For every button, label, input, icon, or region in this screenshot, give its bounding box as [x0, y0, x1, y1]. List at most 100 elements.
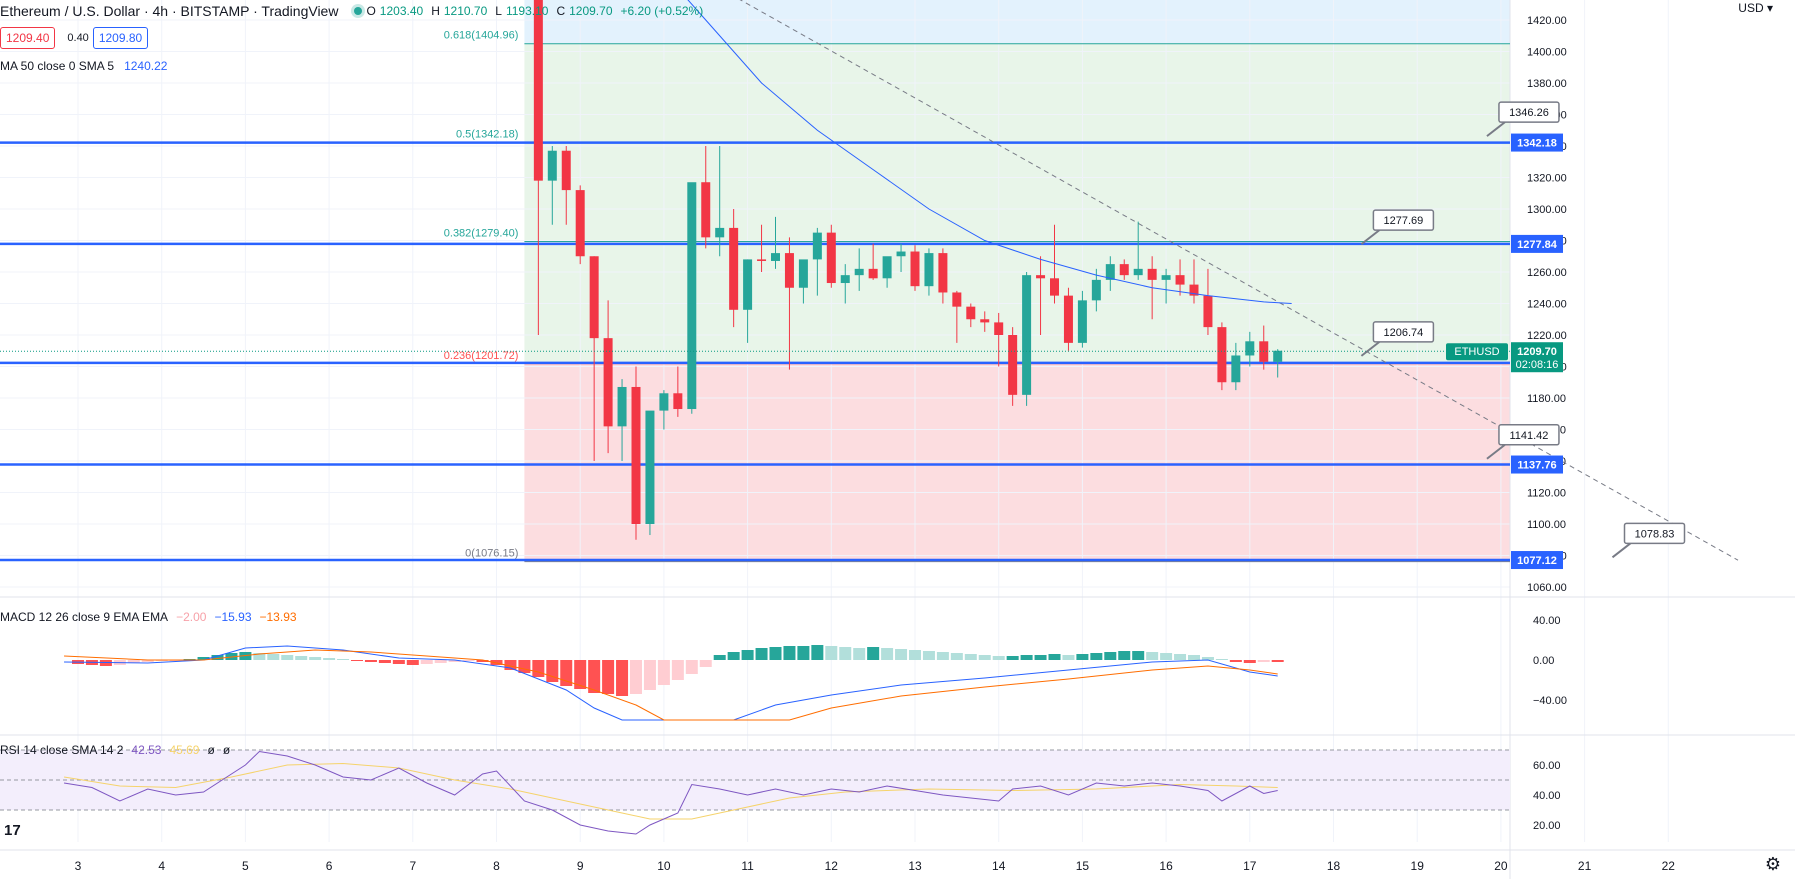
- callout-box: [1372, 321, 1435, 343]
- candle: [687, 182, 697, 414]
- candle: [1217, 322, 1227, 391]
- macd-hist-bar: [936, 652, 949, 660]
- candle-body: [547, 150, 557, 181]
- candle-body: [561, 150, 571, 191]
- candle-body: [1231, 355, 1241, 383]
- current-price-label: 1209.70: [1517, 346, 1557, 358]
- macd-hist-bar: [295, 656, 308, 660]
- axis-price-tag-label: 1137.76: [1517, 460, 1556, 472]
- price-tick-label: 1380.00: [1527, 78, 1567, 90]
- rsi-extra-2: ø: [222, 743, 231, 757]
- candle: [701, 146, 711, 249]
- candle: [868, 243, 878, 280]
- candle: [1245, 331, 1255, 367]
- macd-hist-bar: [267, 654, 280, 660]
- macd-hist-bar: [1020, 655, 1033, 660]
- axis-price-tag: [1511, 551, 1563, 570]
- macd-hist-bar: [574, 660, 587, 689]
- candle: [1231, 342, 1241, 391]
- candle-body: [1217, 327, 1227, 383]
- macd-hist-bar: [602, 660, 615, 694]
- macd-line: [64, 645, 1278, 721]
- sell-button[interactable]: 1209.40: [0, 27, 56, 49]
- rsi-band-fill: [0, 750, 1510, 810]
- macd-hist-bar: [1132, 651, 1145, 660]
- candle-body: [1161, 275, 1171, 280]
- candle-body: [603, 338, 613, 427]
- candle: [980, 311, 990, 332]
- candle-body: [533, 0, 543, 181]
- macd-hist-bar: [127, 660, 140, 663]
- price-grid: [0, 19, 1510, 588]
- rsi-tick-label: 60.00: [1533, 760, 1561, 772]
- candle: [715, 146, 725, 257]
- candle-body: [771, 253, 780, 261]
- fib-level-label: 0.5(1342.18): [456, 129, 518, 141]
- candle-body: [1105, 264, 1115, 280]
- fib-level-label: 0.618(1404.96): [444, 30, 519, 42]
- candle-body: [1133, 268, 1143, 276]
- time-tick-label: 9: [577, 859, 584, 873]
- axis-price-tag-label: 1342.18: [1517, 138, 1557, 150]
- symbol-title[interactable]: Ethereum / U.S. Dollar · 4h · BITSTAMP ·…: [0, 3, 339, 19]
- tradingview-logo[interactable]: 17: [4, 822, 21, 839]
- macd-hist-bar: [783, 646, 796, 660]
- gear-icon[interactable]: ⚙: [1764, 854, 1781, 874]
- time-tick-label: 5: [242, 859, 249, 873]
- candle: [1189, 259, 1199, 304]
- candle-body: [826, 232, 836, 284]
- candle-body: [1091, 279, 1101, 301]
- macd-hist-bar: [406, 660, 419, 665]
- macd-hist-bar: [378, 660, 391, 663]
- time-tick-label: 7: [409, 859, 416, 873]
- chevron-down-icon: ▾: [1766, 1, 1773, 15]
- candle-body: [1147, 268, 1157, 280]
- time-tick-label: 4: [158, 859, 165, 873]
- macd-tick-label: −40.00: [1533, 695, 1567, 707]
- macd-hist-bar: [560, 660, 573, 686]
- callout-pointer: [1360, 229, 1381, 245]
- candle-body: [1189, 284, 1199, 296]
- fib-top-zone: [524, 0, 1510, 44]
- macd-hist-bar: [364, 660, 377, 662]
- candle-body: [840, 275, 850, 284]
- macd-tick-label: 40.00: [1533, 615, 1561, 627]
- time-tick-label: 17: [1243, 859, 1257, 873]
- currency-selector[interactable]: USD ▾: [1738, 1, 1773, 15]
- fib-level-label: 0.382(1279.40): [444, 227, 519, 239]
- price-tick-label: 1260.00: [1527, 267, 1567, 279]
- price-tick-label: 1300.00: [1527, 204, 1567, 216]
- candle: [589, 256, 599, 461]
- candle: [729, 209, 739, 328]
- macd-hist-bar: [532, 660, 545, 677]
- time-tick-label: 10: [657, 859, 671, 873]
- macd-hist-bar: [839, 647, 852, 660]
- time-tick-label: 21: [1578, 859, 1592, 873]
- candle: [575, 185, 585, 265]
- time-tick-label: 3: [75, 859, 82, 873]
- candle: [840, 264, 850, 304]
- macd-hist-bar: [797, 646, 810, 660]
- macd-hist-bar: [992, 656, 1005, 660]
- macd-legend[interactable]: MACD 12 26 close 9 EMA EMA −2.00 −15.93 …: [0, 610, 301, 624]
- macd-hist-bar: [546, 660, 559, 682]
- fib-upper-zone: [524, 43, 1510, 364]
- spread-value: 0.40: [67, 32, 89, 44]
- ma50-line: [687, 0, 1292, 304]
- price-tick-label: 1320.00: [1527, 173, 1567, 185]
- macd-hist-bar: [713, 655, 726, 660]
- market-open-icon: [354, 7, 363, 15]
- candle: [994, 312, 1004, 367]
- ma-legend[interactable]: MA 50 close 0 SMA 5 1240.22: [0, 59, 171, 73]
- buy-button[interactable]: 1209.80: [92, 27, 149, 49]
- candle: [1175, 259, 1185, 296]
- candle-body: [896, 251, 906, 257]
- callout-box: [1498, 101, 1560, 123]
- candle: [966, 303, 976, 328]
- macd-hist-bar: [727, 652, 740, 660]
- rsi-legend[interactable]: RSI 14 close SMA 14 2 42.53 45.69 ø ø: [0, 743, 234, 757]
- macd-hist-bar: [392, 660, 405, 664]
- candle-body: [1119, 264, 1129, 276]
